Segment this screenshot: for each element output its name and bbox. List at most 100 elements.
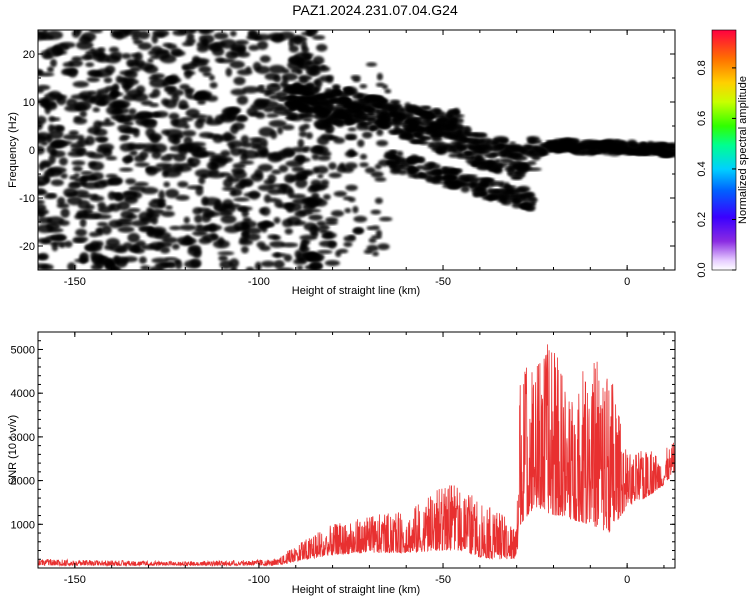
heatmap-cell (72, 165, 83, 172)
heatmap-cell (79, 110, 87, 118)
heatmap-cell (278, 164, 289, 173)
heatmap-cell (353, 215, 368, 223)
heatmap-cell (220, 214, 237, 224)
heatmap-cell (370, 171, 384, 178)
heatmap-cell (292, 198, 310, 205)
heatmap-cell (300, 87, 312, 91)
heatmap-cell (101, 225, 112, 235)
heatmap-cell (77, 134, 85, 143)
heatmap-cell (110, 89, 117, 98)
heatmap-cell (52, 139, 66, 149)
heatmap-cell (137, 42, 152, 50)
heatmap-cell (39, 162, 51, 168)
heatmap-cell (520, 148, 530, 156)
heatmap-cell (206, 95, 218, 102)
heatmap-cell (107, 191, 116, 201)
heatmap-cell (88, 161, 105, 171)
heatmap-cell (390, 153, 398, 160)
heatmap-cell (151, 88, 161, 98)
heatmap-cell (164, 76, 182, 84)
heatmap-cell (421, 106, 432, 110)
heatmap-cell (206, 115, 214, 123)
colorbar-label: Normalized spectral amplitude (737, 76, 749, 224)
heatmap-cell (97, 57, 111, 63)
heatmap-cell (50, 150, 66, 158)
heatmap-cell (229, 177, 241, 183)
colorbar-tick-label: 0.2 (696, 212, 708, 227)
heatmap-cell (444, 124, 458, 130)
colorbar-tick-label: 0.6 (696, 111, 708, 126)
heatmap-cell (38, 134, 47, 144)
heatmap-cell (389, 99, 401, 105)
heatmap-cell (294, 249, 303, 259)
heatmap-cell (213, 41, 227, 47)
heatmap-cell (197, 30, 215, 34)
colorbar-frame (711, 29, 737, 271)
heatmap-cell (430, 170, 441, 177)
heatmap-cell (50, 58, 57, 68)
heatmap-cell (225, 67, 233, 77)
heatmap-cell (84, 135, 95, 146)
heatmap-cell (128, 108, 137, 115)
heatmap-cell (338, 92, 350, 98)
heatmap-cell (102, 148, 113, 158)
heatmap-cell (234, 182, 245, 190)
heatmap-cell (94, 136, 109, 143)
heatmap-cell (278, 98, 286, 102)
heatmap-cell (38, 84, 51, 91)
heatmap-cell (85, 50, 97, 56)
heatmap-cell (522, 143, 533, 151)
heatmap-cell (294, 220, 307, 226)
heatmap-cell (376, 72, 383, 81)
heatmap-cell (372, 115, 384, 119)
heatmap-cell (154, 231, 172, 240)
heatmap-cell (316, 43, 328, 52)
heatmap-cell (151, 111, 160, 118)
heatmap-cell (219, 112, 237, 123)
heatmap-cell (339, 162, 346, 170)
heatmap-cell (268, 94, 282, 100)
heatmap-cell (337, 248, 349, 254)
heatmap-cell (163, 181, 171, 188)
heatmap-cell (342, 166, 354, 174)
heatmap-cell (298, 76, 309, 85)
heatmap-cell (50, 234, 66, 242)
heatmap-cell (297, 138, 305, 149)
heatmap-cell (352, 205, 359, 214)
heatmap-cell (463, 138, 470, 143)
heatmap-cell (301, 251, 316, 261)
heatmap-cell (149, 102, 160, 108)
heatmap-cell (347, 127, 357, 132)
page-title: PAZ1.2024.231.07.04.G24 (292, 2, 458, 18)
heatmap-cell (489, 152, 501, 156)
heatmap-cell (372, 251, 379, 257)
snr-series-line (38, 344, 675, 567)
heatmap-cell (456, 128, 463, 135)
heatmap-cell (160, 246, 171, 254)
heatmap-cell (330, 90, 341, 94)
x-tick-label: -100 (248, 574, 270, 586)
heatmap-cell (498, 181, 506, 188)
heatmap-cell (502, 198, 513, 206)
heatmap-cell (611, 147, 628, 155)
heatmap-cell (416, 112, 432, 116)
heatmap-cell (110, 85, 119, 92)
heatmap-cell (479, 137, 493, 144)
heatmap-cell (92, 193, 99, 199)
x-tick-label: -50 (435, 276, 451, 288)
heatmap-cell (345, 184, 358, 191)
heatmap-cell (109, 244, 127, 253)
heatmap-cell (161, 81, 170, 87)
heatmap-cell (73, 101, 92, 111)
heatmap-cell (158, 190, 165, 200)
heatmap-cell (198, 176, 206, 185)
heatmap-cell (38, 208, 49, 216)
heatmap-cell (164, 99, 178, 109)
heatmap-cell (291, 146, 307, 153)
heatmap-cell (509, 141, 516, 145)
heatmap-cell (491, 180, 502, 185)
heatmap-cell (162, 42, 173, 48)
heatmap-cell (48, 129, 64, 140)
heatmap-cell (287, 188, 295, 199)
spectrogram-y-label: Frequency (Hz) (7, 112, 19, 188)
